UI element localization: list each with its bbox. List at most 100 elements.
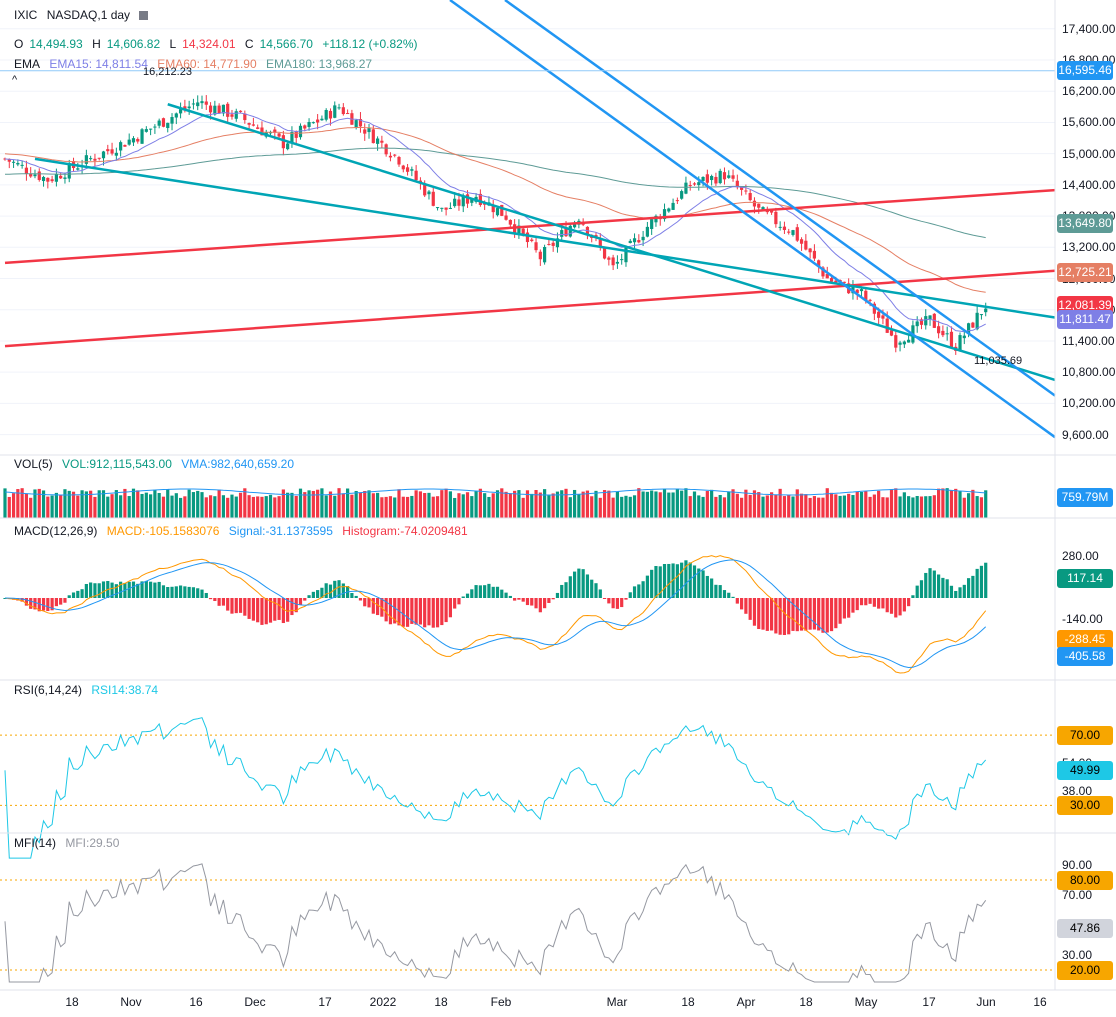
- volume-bar: [11, 493, 16, 518]
- volume-bar: [645, 491, 649, 518]
- histogram-bar: [114, 584, 118, 598]
- volume-bar: [346, 488, 350, 518]
- candle-body: [123, 145, 127, 147]
- histogram-bar: [504, 592, 508, 598]
- histogram-bar: [367, 598, 371, 608]
- volume-bar: [915, 495, 919, 518]
- histogram-bar: [778, 598, 782, 635]
- volume-bar: [16, 489, 20, 518]
- candle-body: [298, 125, 303, 138]
- volume-bar: [821, 497, 825, 518]
- histogram-bar: [354, 595, 358, 598]
- candle-body: [41, 176, 46, 182]
- volume-bar: [543, 489, 547, 518]
- histogram-bar: [101, 581, 106, 598]
- candle-body: [568, 225, 572, 237]
- histogram-bar: [136, 583, 140, 598]
- volume-bar: [89, 490, 93, 518]
- histogram-bar: [817, 598, 821, 631]
- rsi-legend[interactable]: RSI(6,14,24) RSI14:38.74: [14, 683, 164, 697]
- histogram-bar: [645, 575, 649, 598]
- interval-label[interactable]: NASDAQ,1 day: [46, 8, 131, 22]
- histogram-bar: [500, 589, 504, 598]
- volume-value: VOL:912,115,543.00: [62, 457, 172, 471]
- time-tick: Jun: [976, 995, 996, 1009]
- histogram-bar: [774, 598, 778, 634]
- volume-bar: [435, 496, 440, 518]
- volume-bar: [735, 493, 739, 518]
- time-tick: 16: [189, 995, 203, 1009]
- volume-bar: [76, 495, 80, 518]
- histogram-bar: [722, 590, 727, 598]
- candle-body: [50, 179, 54, 182]
- histogram-bar: [872, 598, 876, 607]
- volume-bar: [457, 493, 461, 518]
- candle-body: [722, 172, 727, 180]
- menu-icon[interactable]: [139, 11, 149, 20]
- candle-body: [727, 175, 731, 178]
- candle-body: [54, 174, 58, 182]
- histogram-bar: [307, 595, 311, 598]
- volume-bar: [286, 492, 290, 518]
- symbol-label[interactable]: IXIC: [14, 8, 38, 22]
- histogram-bar: [804, 598, 808, 631]
- histogram-bar: [50, 598, 54, 611]
- histogram-bar: [97, 583, 101, 598]
- volume-bar: [560, 490, 564, 518]
- volume-bar: [671, 492, 675, 518]
- volume-bar: [405, 496, 410, 518]
- volume-bar: [641, 491, 645, 518]
- histogram-bar: [110, 582, 114, 598]
- volume-bar: [937, 488, 941, 518]
- ema15-value: EMA15: 14,811.54: [49, 57, 148, 71]
- volume-bar: [483, 493, 487, 518]
- histogram-bar: [303, 598, 307, 601]
- histogram-bar: [328, 584, 333, 598]
- histogram-bar: [414, 598, 418, 625]
- ema-legend[interactable]: EMA EMA15: 14,811.54 EMA60: 14,771.90 EM…: [14, 57, 378, 71]
- volume-bar: [817, 497, 821, 518]
- histogram-bar: [628, 592, 632, 598]
- mfi-legend[interactable]: MFI(14) MFI:29.50: [14, 836, 125, 850]
- candle-body: [174, 113, 178, 118]
- candle-body: [427, 191, 431, 195]
- candle-body: [144, 129, 148, 132]
- candle-body: [787, 231, 791, 233]
- candle-body: [93, 158, 97, 161]
- volume-bar: [902, 492, 906, 518]
- histogram-bar: [680, 562, 684, 598]
- volume-bar: [140, 493, 144, 518]
- chevron-up-icon[interactable]: ^: [12, 74, 18, 86]
- candle-body: [855, 289, 859, 294]
- histogram-bar: [898, 598, 902, 616]
- volume-bar: [41, 490, 46, 518]
- high-annotation: 16,212.23: [143, 66, 192, 78]
- histogram-bar: [243, 598, 247, 616]
- histogram-bar: [375, 598, 380, 616]
- candle-body: [979, 314, 984, 316]
- volume-bar: [50, 495, 54, 518]
- histogram-bar: [667, 563, 671, 598]
- mfi-tag: 80.00: [1057, 870, 1113, 890]
- histogram-bar: [166, 587, 170, 598]
- volume-bar: [941, 488, 945, 518]
- candle-body: [962, 335, 966, 339]
- histogram-bar: [907, 598, 911, 607]
- volume-bar: [799, 493, 804, 518]
- candle-body: [29, 174, 33, 177]
- candle-body: [333, 105, 337, 118]
- macd-legend[interactable]: MACD(12,26,9) MACD:-105.1583076 Signal:-…: [14, 524, 474, 538]
- histogram-bar: [371, 598, 375, 614]
- histogram-bar: [620, 598, 624, 608]
- rsi-value: RSI14:38.74: [91, 683, 159, 697]
- histogram-bar: [889, 598, 894, 614]
- volume-legend[interactable]: VOL(5) VOL:912,115,543.00 VMA:982,640,65…: [14, 457, 300, 471]
- candle-body: [444, 207, 448, 210]
- candle-body: [534, 242, 538, 251]
- histogram-bar: [84, 583, 88, 598]
- histogram-bar: [204, 592, 208, 598]
- histogram-bar: [855, 598, 859, 611]
- volume-bar: [256, 496, 260, 518]
- ema180-value: EMA180: 13,968.27: [265, 57, 373, 71]
